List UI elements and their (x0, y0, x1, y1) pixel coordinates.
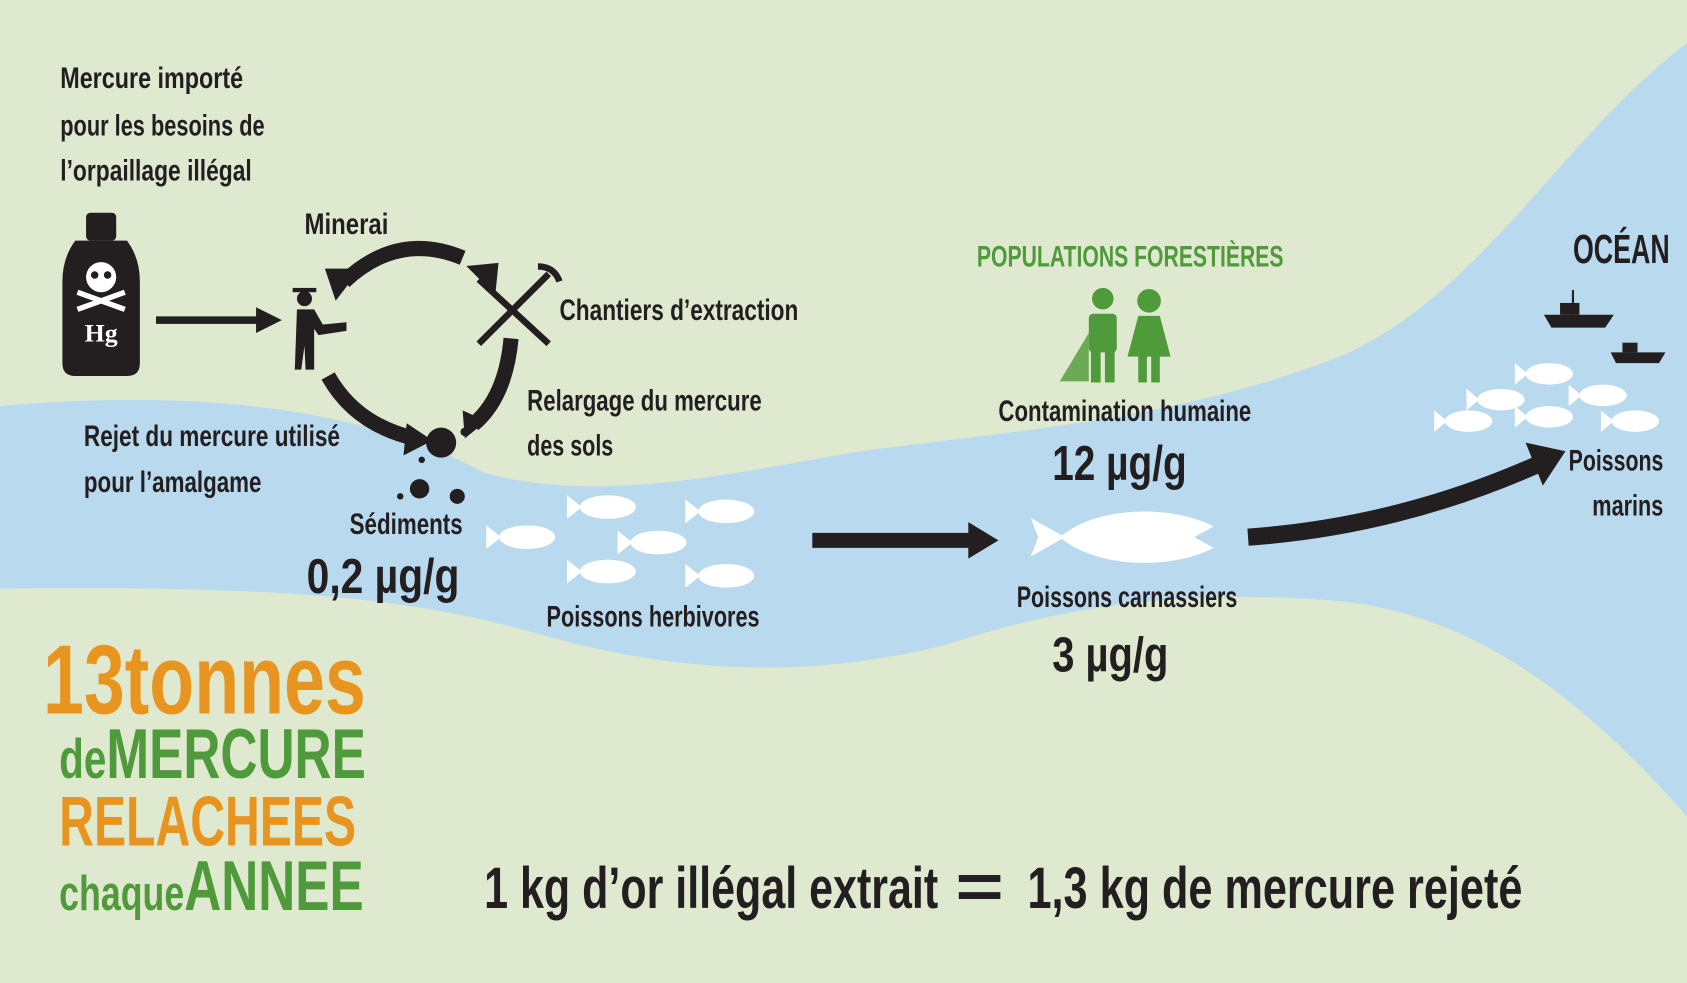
label: marins (1592, 490, 1663, 523)
equation-symbol: = (955, 850, 1003, 922)
page: Mercure importé pour les besoins de l’or… (0, 0, 1687, 983)
label: Poissons carnassiers (1017, 581, 1238, 614)
label: Minerai (304, 208, 388, 241)
headline-part: ANNEE (184, 847, 363, 926)
label: Mercure importé (60, 62, 243, 95)
label: pour l’amalgame (84, 466, 262, 499)
label: l’orpaillage illégal (60, 155, 252, 188)
value: 12 µg/g (1052, 436, 1186, 491)
label: Chantiers d’extraction (559, 294, 798, 327)
label: Sédiments (350, 508, 463, 541)
label: pour les besoins de (60, 109, 264, 142)
title: OCÉAN (1573, 226, 1670, 272)
title: POPULATIONS FORESTIÈRES (977, 239, 1284, 273)
label: Relargage du mercure (527, 384, 762, 417)
headline-part: de (59, 727, 106, 790)
label: des sols (527, 430, 613, 463)
label: Poissons (1569, 445, 1664, 478)
headline-part: chaque (59, 866, 184, 921)
equation-left: 1 kg d’or illégal extrait (484, 856, 938, 921)
bottle-label: Hg (85, 319, 118, 348)
equation-right: 1,3 kg de mercure rejeté (1027, 856, 1522, 921)
value: 0,2 µg/g (307, 549, 460, 604)
value: 3 µg/g (1052, 627, 1168, 682)
label: Contamination humaine (998, 395, 1251, 428)
label: Poissons herbivores (547, 600, 760, 633)
infographic: Mercure importé pour les besoins de l’or… (0, 0, 1687, 983)
label: Rejet du mercure utilisé (84, 420, 340, 453)
